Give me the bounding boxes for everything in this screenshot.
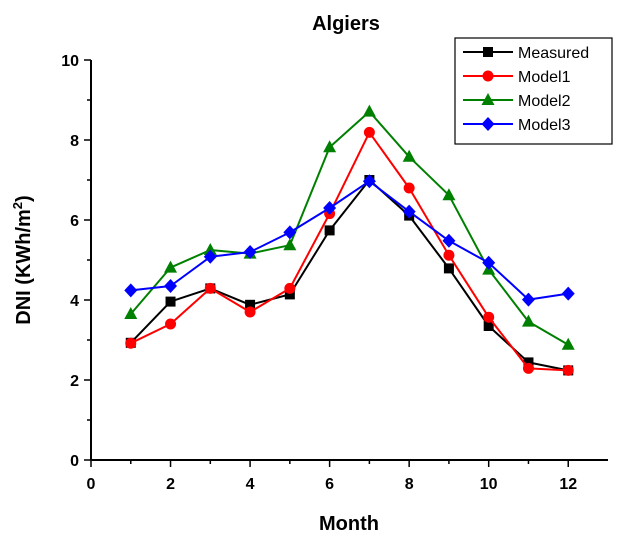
data-point-circle xyxy=(403,182,415,194)
data-point-circle xyxy=(483,311,495,323)
data-point-circle xyxy=(165,318,177,330)
data-point-square xyxy=(245,299,256,310)
legend-marker-diamond xyxy=(481,117,495,131)
data-point-triangle xyxy=(283,238,297,251)
data-point-square xyxy=(523,357,534,368)
data-point-circle xyxy=(363,126,375,138)
series-model2 xyxy=(124,104,575,350)
y-tick-label: 6 xyxy=(70,213,79,230)
data-point-diamond xyxy=(362,174,376,189)
y-axis-label-close: ) xyxy=(13,195,35,202)
x-tick-label: 0 xyxy=(87,476,96,493)
plot-area: 0 2 4 6 8 10 12 0 2 4 6 8 10 xyxy=(61,53,608,493)
data-point-diamond xyxy=(482,255,496,270)
data-point-diamond xyxy=(521,292,535,307)
legend-entry: Model2 xyxy=(463,93,571,110)
legend: Measured Model1 Model2 Model3 xyxy=(454,37,613,145)
legend-label: Model2 xyxy=(518,93,571,110)
legend-entry: Measured xyxy=(463,45,589,62)
series-line xyxy=(130,110,569,346)
data-point-diamond xyxy=(164,279,178,293)
x-tick-label: 12 xyxy=(559,476,577,493)
data-point-square xyxy=(483,321,494,331)
x-tick-label: 2 xyxy=(166,476,175,493)
y-tick-label: 10 xyxy=(61,53,79,70)
x-tick-label: 6 xyxy=(325,476,334,493)
legend-label: Measured xyxy=(518,45,589,62)
y-axis-label-main: DNI (KWh/m xyxy=(13,209,35,325)
data-point-triangle xyxy=(561,337,575,350)
x-axis-ticks: 0 2 4 6 8 10 12 xyxy=(87,460,577,493)
series-measured xyxy=(125,175,574,376)
x-axis-label: Month xyxy=(319,513,379,535)
data-point-circle xyxy=(443,249,455,261)
legend-box xyxy=(454,37,613,145)
y-tick-label: 8 xyxy=(70,133,79,150)
y-axis-label: DNI (KWh/m2) xyxy=(10,195,35,324)
data-point-diamond xyxy=(561,286,575,301)
legend-label: Model1 xyxy=(518,69,571,86)
data-point-diamond xyxy=(283,225,297,240)
y-axis-ticks: 0 2 4 6 8 10 xyxy=(61,53,91,470)
data-point-square xyxy=(324,225,335,236)
x-tick-label: 4 xyxy=(246,476,255,493)
legend-marker-square xyxy=(483,47,493,57)
legend-marker-circle xyxy=(482,70,494,82)
data-point-circle xyxy=(284,282,296,294)
series-line xyxy=(130,179,569,372)
x-tick-label: 10 xyxy=(480,476,498,493)
data-point-circle xyxy=(244,306,256,318)
series-line xyxy=(130,131,569,372)
data-point-square xyxy=(165,296,176,307)
data-point-diamond xyxy=(203,249,217,264)
data-point-triangle xyxy=(521,314,535,327)
y-tick-label: 2 xyxy=(70,373,79,390)
series-layer xyxy=(124,104,575,376)
data-point-triangle xyxy=(323,140,337,153)
x-tick-label: 8 xyxy=(405,476,414,493)
data-point-triangle xyxy=(164,260,178,273)
legend-marker-triangle xyxy=(481,93,495,105)
data-point-diamond xyxy=(442,233,456,248)
data-point-diamond xyxy=(323,201,337,215)
data-point-triangle xyxy=(442,188,456,201)
data-point-circle xyxy=(562,364,574,376)
data-point-triangle xyxy=(402,149,416,162)
series-model1 xyxy=(125,126,574,376)
data-point-square xyxy=(284,289,295,300)
data-point-circle xyxy=(522,362,534,374)
data-point-diamond xyxy=(243,245,257,259)
series-line xyxy=(130,180,569,301)
y-tick-label: 0 xyxy=(70,453,79,470)
legend-label: Model3 xyxy=(518,117,571,134)
chart-title: Algiers xyxy=(312,13,380,35)
legend-entry: Model3 xyxy=(463,117,571,134)
y-tick-label: 4 xyxy=(70,293,79,310)
data-point-triangle xyxy=(362,104,376,117)
data-point-circle xyxy=(204,282,216,294)
data-point-triangle xyxy=(124,307,138,319)
data-point-circle xyxy=(125,337,137,349)
legend-entry: Model1 xyxy=(463,69,571,86)
data-point-diamond xyxy=(124,283,138,298)
data-point-diamond xyxy=(402,204,416,219)
data-point-square xyxy=(443,263,454,274)
y-axis-label-superscript: 2 xyxy=(10,202,25,209)
data-point-triangle xyxy=(203,243,217,255)
series-model3 xyxy=(124,174,575,307)
